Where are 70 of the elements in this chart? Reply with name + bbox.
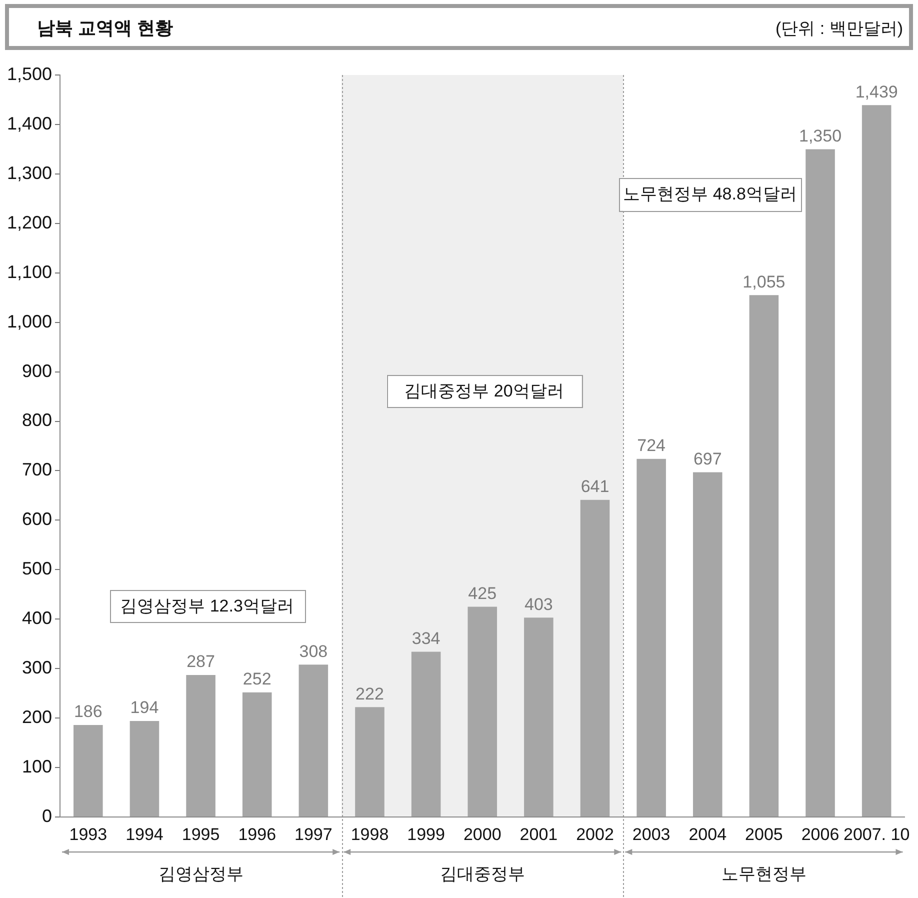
x-tick-label: 2002 xyxy=(576,824,614,844)
data-label: 222 xyxy=(356,684,384,704)
bar xyxy=(186,675,216,816)
x-tick-label: 1998 xyxy=(350,824,389,844)
data-label: 308 xyxy=(299,642,328,661)
bar xyxy=(862,105,892,816)
bar xyxy=(636,458,666,816)
y-tick-label: 1,500 xyxy=(6,64,52,84)
annotation: 김영삼정부 12.3억달러 xyxy=(120,596,294,616)
x-tick-label: 2006 xyxy=(801,824,840,844)
x-tick-label: 1996 xyxy=(238,824,276,844)
y-tick-label: 1,400 xyxy=(6,113,52,134)
x-tick-label: 2004 xyxy=(688,824,727,844)
bar xyxy=(74,724,103,816)
x-tick-label: 1999 xyxy=(407,824,445,844)
y-tick-label: 600 xyxy=(22,509,52,530)
x-tick-label: 2003 xyxy=(632,824,670,844)
x-tick-label: 2005 xyxy=(745,824,783,844)
data-label: 287 xyxy=(186,652,215,672)
x-tick-label: 1995 xyxy=(182,824,220,844)
y-tick-label: 1,200 xyxy=(6,212,52,232)
y-tick-label: 400 xyxy=(22,608,52,628)
band-label: 김대중정부 xyxy=(440,864,525,884)
bar xyxy=(242,692,272,816)
bar xyxy=(580,500,610,816)
bar xyxy=(806,149,835,816)
y-tick-label: 200 xyxy=(22,707,52,728)
x-tick-label: 2001 xyxy=(520,824,558,844)
data-label: 1,350 xyxy=(798,126,842,146)
data-label: 1,055 xyxy=(742,272,786,292)
x-tick-label: 2007. 10 xyxy=(843,824,910,844)
y-tick-label: 1,300 xyxy=(6,162,52,183)
y-tick-label: 900 xyxy=(22,360,52,381)
text: 노무현정부 xyxy=(721,864,806,884)
data-label: 252 xyxy=(242,670,272,689)
data-label: 724 xyxy=(637,436,666,456)
x-tick-label: 1993 xyxy=(69,824,108,844)
data-label: 697 xyxy=(693,449,722,468)
data-label: 194 xyxy=(130,698,159,718)
bar xyxy=(298,664,328,816)
x-tick-label: 1994 xyxy=(126,824,164,844)
chart-subtitle: (단위 : 백만달러) xyxy=(776,18,903,40)
bar xyxy=(524,618,554,816)
y-tick-label: 800 xyxy=(22,410,52,430)
bar xyxy=(355,707,384,816)
y-tick-label: 0 xyxy=(42,806,52,826)
data-label: 1,439 xyxy=(855,82,898,102)
y-tick-label: 1,100 xyxy=(6,262,52,282)
bar xyxy=(130,721,160,816)
chart-title: 남북 교역액 현황 xyxy=(37,17,174,40)
y-tick-label: 1,000 xyxy=(6,311,52,332)
bar xyxy=(692,472,722,816)
x-tick-label: 1997 xyxy=(294,824,332,844)
y-tick-label: 300 xyxy=(22,658,52,678)
bar xyxy=(749,295,779,816)
data-label: 186 xyxy=(74,702,102,722)
data-label: 641 xyxy=(580,477,610,496)
data-label: 403 xyxy=(524,594,553,614)
bar xyxy=(411,652,441,816)
y-tick-label: 100 xyxy=(22,756,52,776)
x-tick-label: 2000 xyxy=(463,824,502,844)
y-tick-label: 500 xyxy=(22,558,52,579)
data-label: 334 xyxy=(412,628,440,648)
y-tick-label: 700 xyxy=(22,460,52,480)
annotation: 노무현정부 48.8억달러 xyxy=(623,184,797,204)
annotation: 김대중정부 20억달러 xyxy=(404,382,564,401)
bar xyxy=(468,606,498,816)
title-frame: 남북 교역액 현황 (단위 : 백만달러) xyxy=(5,4,913,50)
text: 김영삼정부 xyxy=(158,864,244,884)
data-label: 425 xyxy=(468,584,497,603)
